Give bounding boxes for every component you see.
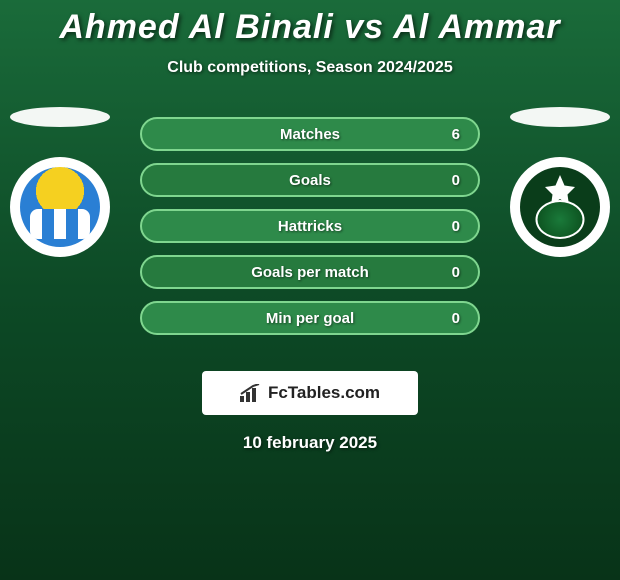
date: 10 february 2025 xyxy=(0,433,620,453)
stat-right-value: 0 xyxy=(452,264,460,281)
stat-label: Matches xyxy=(142,126,478,143)
stat-label: Min per goal xyxy=(142,310,478,327)
stat-row: Goals per match0 xyxy=(140,255,480,289)
stat-row: Hattricks0 xyxy=(140,209,480,243)
stat-label: Hattricks xyxy=(142,218,478,235)
stat-right-value: 0 xyxy=(452,172,460,189)
club-logo-left xyxy=(10,157,110,257)
watermark-text: FcTables.com xyxy=(268,383,380,403)
subtitle: Club competitions, Season 2024/2025 xyxy=(0,59,620,77)
stat-label: Goals per match xyxy=(142,264,478,281)
stat-row: Matches6 xyxy=(140,117,480,151)
stat-rows: Matches6Goals0Hattricks0Goals per match0… xyxy=(140,117,480,335)
stats-area: Matches6Goals0Hattricks0Goals per match0… xyxy=(0,117,620,357)
chart-icon xyxy=(240,384,262,402)
page-title: Ahmed Al Binali vs Al Ammar xyxy=(0,0,620,47)
player-left-column xyxy=(10,107,110,257)
stat-row: Min per goal0 xyxy=(140,301,480,335)
player-right-column xyxy=(510,107,610,257)
stat-right-value: 0 xyxy=(452,218,460,235)
stat-label: Goals xyxy=(142,172,478,189)
stat-row: Goals0 xyxy=(140,163,480,197)
player-left-silhouette xyxy=(10,107,110,127)
watermark: FcTables.com xyxy=(202,371,418,415)
player-right-silhouette xyxy=(510,107,610,127)
club-logo-right xyxy=(510,157,610,257)
stat-right-value: 0 xyxy=(452,310,460,327)
stat-right-value: 6 xyxy=(452,126,460,143)
